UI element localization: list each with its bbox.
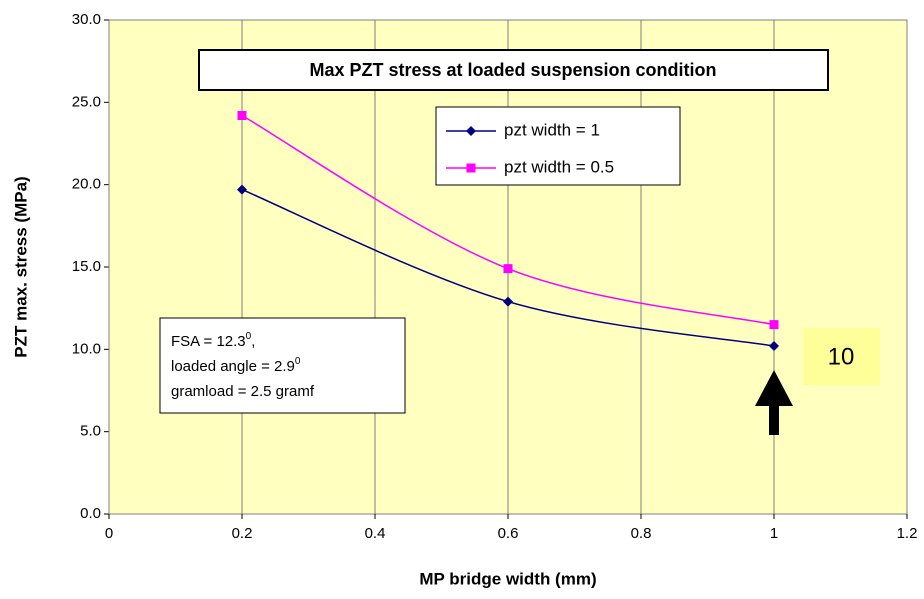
marker	[769, 320, 779, 330]
x-tick-label: 1.2	[897, 525, 918, 542]
lines	[237, 111, 779, 352]
condition-text: FSA = 12.3	[171, 333, 246, 350]
y-tick-label: 5.0	[80, 423, 101, 440]
legend-label: pzt width = 0.5	[504, 157, 614, 176]
condition-text: loaded angle = 2.9	[171, 358, 295, 375]
legend-marker	[466, 163, 476, 173]
condition-line: loaded angle = 2.90	[171, 356, 301, 375]
arrow	[755, 370, 793, 435]
y-tick-label: 25.0	[72, 93, 101, 110]
chart-title: Max PZT stress at loaded suspension cond…	[309, 60, 716, 80]
marker	[503, 296, 513, 307]
x-tick-label: 0.6	[498, 525, 519, 542]
legend	[435, 106, 681, 186]
conditions: FSA = 12.30,loaded angle = 2.90gramload …	[171, 331, 315, 400]
x-tick-label: 0	[105, 525, 113, 542]
marker	[237, 184, 247, 195]
condition-sup: 0	[295, 356, 301, 367]
legend-label: pzt width = 1	[504, 120, 600, 139]
callout: 10	[828, 343, 855, 370]
x-axis-label: MP bridge width (mm)	[419, 569, 596, 588]
condition-after: ,	[251, 333, 255, 350]
condition-text: gramload = 2.5 gramf	[171, 383, 315, 400]
y-tick-label: 0.0	[80, 505, 101, 522]
y-tick-label: 10.0	[72, 340, 101, 357]
condition-sup: 0	[246, 331, 252, 342]
conditions-box	[159, 317, 406, 414]
y-axis-label: PZT max. stress (MPa)	[11, 176, 30, 357]
y-tick-label: 15.0	[72, 258, 101, 275]
grid	[104, 19, 908, 519]
title-box	[198, 49, 829, 91]
condition-line: FSA = 12.30,	[171, 331, 255, 350]
y-tick-label: 20.0	[72, 176, 101, 193]
marker	[503, 264, 513, 274]
callout-box	[803, 328, 880, 385]
x-tick-label: 1	[770, 525, 778, 542]
x-tick-label: 0.2	[232, 525, 253, 542]
legend-entries: pzt width = 1 pzt width = 0.5	[446, 120, 614, 176]
x-tick-label: 0.8	[631, 525, 652, 542]
y-tick-label: 30.0	[72, 11, 101, 28]
legend-marker	[466, 126, 476, 136]
x-tick-label: 0.4	[365, 525, 386, 542]
condition-line: gramload = 2.5 gramf	[171, 383, 315, 400]
marker	[769, 341, 779, 352]
marker	[237, 111, 247, 121]
